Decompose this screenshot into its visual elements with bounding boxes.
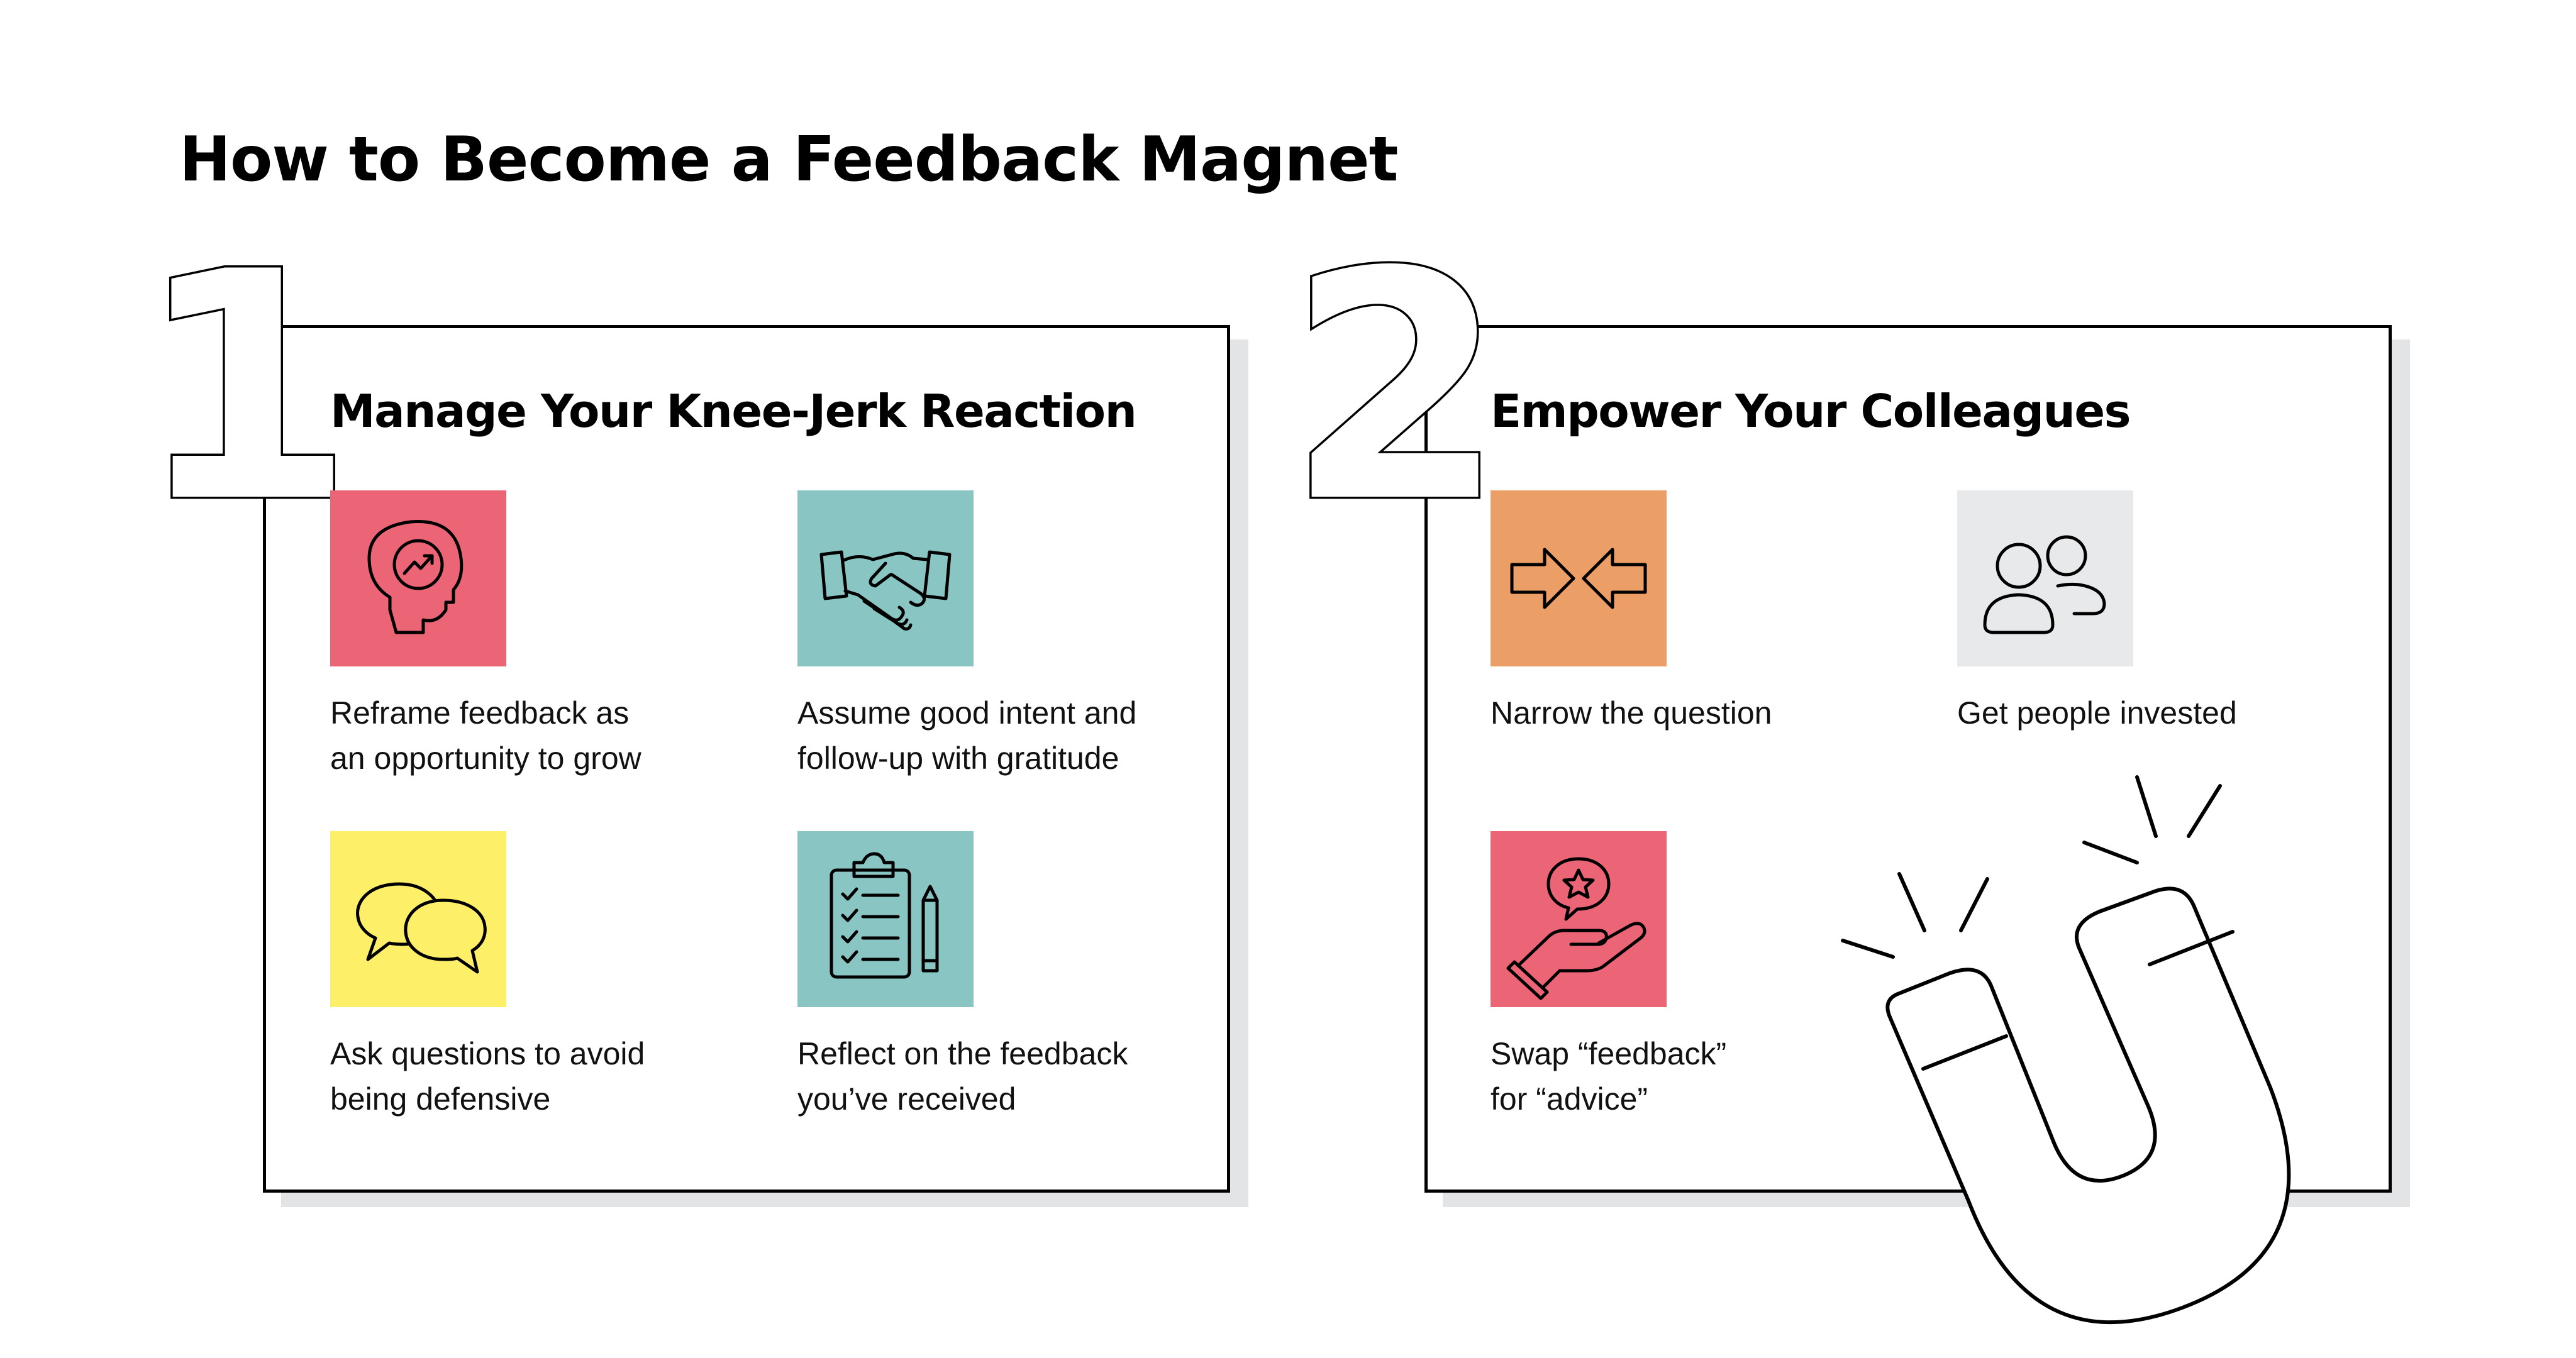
head-growth-icon	[330, 490, 506, 666]
hand-star-bubble-icon	[1491, 831, 1667, 1007]
speech-bubbles-icon	[330, 831, 506, 1007]
page-title: How to Become a Feedback Magnet	[179, 124, 1398, 196]
section-1-heading: Manage Your Knee-Jerk Reaction	[330, 385, 1137, 438]
item-label-reframe: Reframe feedback as an opportunity to gr…	[330, 695, 641, 776]
item-label-narrow-question: Narrow the question	[1491, 695, 1772, 731]
section-2-heading: Empower Your Colleagues	[1491, 385, 2131, 438]
tile-reflect	[797, 831, 974, 1007]
item-label-get-invested: Get people invested	[1957, 695, 2237, 731]
people-icon	[1957, 490, 2133, 666]
tile-get-invested	[1957, 490, 2133, 666]
tile-ask-questions	[330, 831, 506, 1007]
tile-background	[330, 490, 506, 666]
item-label-reflect: Reflect on the feedback you’ve received	[797, 1036, 1128, 1117]
horseshoe-magnet-icon	[1841, 775, 2291, 1325]
section-2-number: 2	[1285, 203, 1508, 573]
tile-assume-good-intent	[797, 490, 974, 666]
tile-background	[797, 831, 974, 1007]
converging-arrows-icon	[1491, 490, 1667, 666]
tile-narrow-question	[1491, 490, 1667, 666]
section-1-number: 1	[134, 203, 357, 573]
item-label-swap-advice: Swap “feedback” for “advice”	[1491, 1036, 1727, 1117]
section-1-panel	[263, 325, 1230, 1193]
tile-swap-advice	[1491, 831, 1667, 1007]
clipboard-checklist-icon	[797, 831, 974, 1007]
svg-text:2: 2	[1287, 205, 1506, 571]
handshake-icon	[797, 490, 974, 666]
tile-reframe	[330, 490, 506, 666]
item-label-assume-good-intent: Assume good intent and follow-up with gr…	[797, 695, 1137, 776]
tile-background	[1957, 490, 2133, 666]
tile-background	[1491, 490, 1667, 666]
item-label-ask-questions: Ask questions to avoid being defensive	[330, 1036, 645, 1117]
svg-text:1: 1	[136, 205, 355, 571]
